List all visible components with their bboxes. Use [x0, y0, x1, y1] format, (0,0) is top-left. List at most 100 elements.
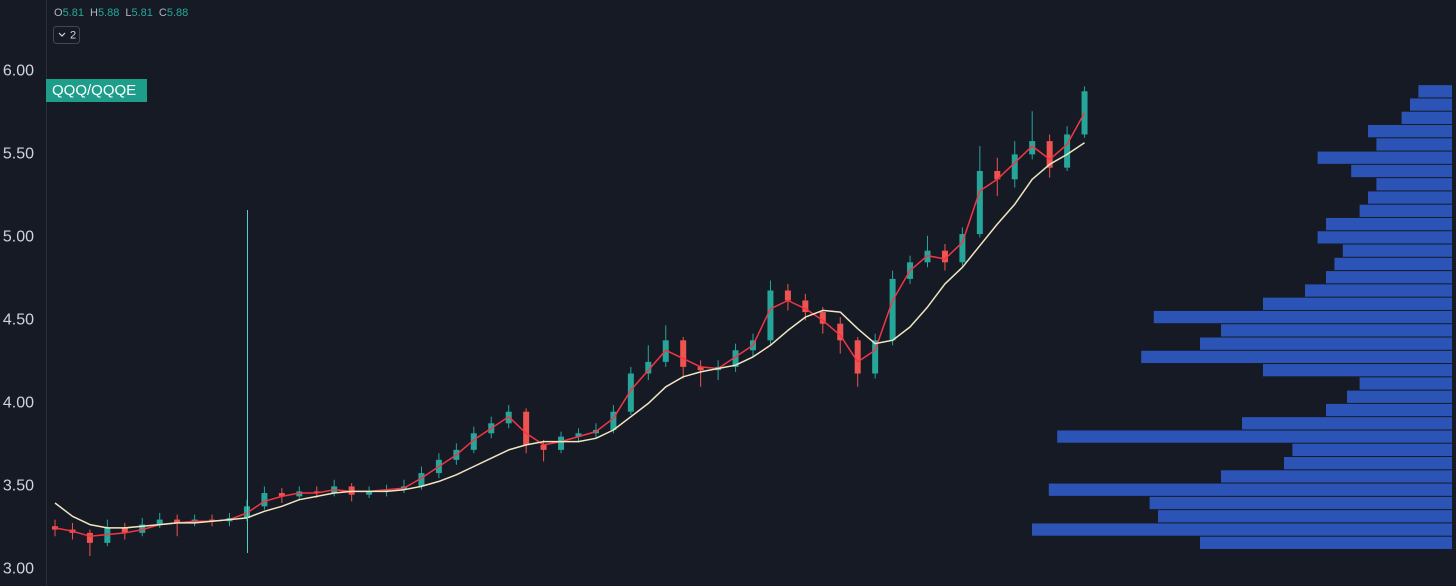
- volume-profile-bar: [1326, 217, 1452, 231]
- candle-body: [1064, 134, 1071, 168]
- volume-profile-bar: [1376, 178, 1452, 191]
- candle-body: [366, 491, 373, 495]
- volume-profile-bar: [1410, 98, 1452, 111]
- candle-body: [889, 278, 896, 341]
- ohlc-key: C: [159, 7, 167, 19]
- candle-body: [348, 486, 355, 495]
- candle-body: [941, 250, 948, 263]
- interval-value: 2: [70, 29, 76, 41]
- candle-body: [383, 489, 390, 492]
- volume-profile-bar: [1032, 523, 1452, 536]
- volume-profile-bar: [1401, 111, 1452, 125]
- y-tick-label: 3.50: [3, 478, 34, 495]
- moving-average-line: [54, 142, 1085, 529]
- volume-profile-bar: [1326, 271, 1452, 284]
- candle-body: [767, 290, 774, 341]
- y-tick-label: 4.00: [3, 395, 34, 412]
- candle-body: [1081, 91, 1088, 135]
- volume-profile-bar: [1158, 510, 1452, 523]
- volume-profile-bar: [1326, 403, 1452, 417]
- symbol-label: QQQ/QQQE: [52, 82, 136, 99]
- candle-body: [313, 491, 320, 494]
- volume-profile-bar: [1149, 496, 1452, 510]
- ohlc-value: 5.81: [63, 7, 84, 19]
- candle-body: [52, 526, 58, 530]
- candle-body: [575, 433, 582, 437]
- candle-body: [174, 519, 181, 523]
- volume-profile-bar: [1057, 430, 1452, 443]
- candle-body: [872, 340, 879, 374]
- candle-body: [540, 444, 547, 450]
- candle-body: [261, 493, 268, 507]
- volume-profile-bar: [1284, 457, 1452, 470]
- candle-body: [680, 340, 687, 367]
- candle-body: [837, 323, 844, 341]
- candle-body: [697, 366, 704, 371]
- symbol-badge: [46, 79, 147, 102]
- chevron-icon: [58, 32, 66, 37]
- y-tick-label: 6.00: [3, 63, 34, 80]
- y-tick-label: 3.00: [3, 561, 34, 578]
- candle-body: [732, 350, 739, 367]
- candle-body: [994, 170, 1001, 180]
- candle-body: [802, 300, 809, 313]
- volume-profile-bar: [1317, 231, 1452, 244]
- volume-profile-bar: [1153, 310, 1452, 324]
- volume-profile-bar: [1221, 470, 1452, 483]
- volume-profile-bar: [1305, 284, 1452, 297]
- volume-profile-bar: [1359, 204, 1452, 217]
- candle-body: [610, 411, 617, 430]
- candle-body: [296, 491, 303, 497]
- candle-body: [854, 340, 861, 374]
- ohlc-key: L: [125, 7, 131, 19]
- y-tick-label: 4.50: [3, 312, 34, 329]
- candle-body: [156, 519, 163, 525]
- volume-profile-bar: [1347, 390, 1452, 403]
- volume-profile-bar: [1263, 297, 1452, 310]
- ohlc-key: O: [54, 7, 63, 19]
- candle-body: [278, 493, 285, 497]
- candle-body: [819, 312, 826, 324]
- volume-profile-bar: [1200, 536, 1452, 549]
- candle-body: [418, 473, 425, 487]
- volume-profile-bar: [1292, 443, 1452, 457]
- candle-body: [86, 532, 93, 543]
- volume-profile-bar: [1376, 138, 1452, 151]
- candle-body: [470, 433, 477, 450]
- ohlc-legend: O 5.81 H 5.88 L 5.81 C 5.88: [54, 7, 188, 19]
- volume-profile-bar: [1141, 350, 1452, 364]
- candle-body: [1046, 141, 1053, 168]
- candle-body: [627, 373, 634, 412]
- volume-profile-bar: [1242, 417, 1452, 430]
- ohlc-key: H: [90, 7, 98, 19]
- volume-profile-bar: [1221, 324, 1452, 337]
- volume-profile-bar: [1342, 244, 1452, 257]
- volume-profile-bar: [1334, 257, 1452, 271]
- candle-body: [139, 524, 146, 533]
- volume-profile-bar: [1418, 85, 1452, 98]
- candle-body: [784, 290, 791, 301]
- candle-body: [209, 519, 216, 522]
- plot: [52, 85, 1452, 557]
- volume-profile-bar: [1317, 151, 1452, 164]
- candle-body: [976, 170, 983, 235]
- candle-body: [1011, 154, 1018, 180]
- candle-body: [558, 436, 565, 450]
- y-tick-label: 5.00: [3, 229, 34, 246]
- volume-profile-bar: [1048, 483, 1452, 496]
- candle-body: [121, 527, 128, 533]
- volume-profile-bar: [1368, 125, 1452, 138]
- candle-body: [104, 527, 111, 543]
- volume-profile-bar: [1359, 377, 1452, 390]
- volume-profile-bar: [1263, 364, 1452, 377]
- candle-body: [1029, 141, 1036, 155]
- ohlc-value: 5.88: [98, 7, 119, 19]
- volume-profile-bar: [1200, 337, 1452, 350]
- interval-button[interactable]: [53, 26, 80, 44]
- volume-profile-bar: [1351, 164, 1452, 178]
- ohlc-value: 5.88: [167, 7, 188, 19]
- candle-body: [959, 234, 966, 263]
- y-tick-label: 5.50: [3, 146, 34, 163]
